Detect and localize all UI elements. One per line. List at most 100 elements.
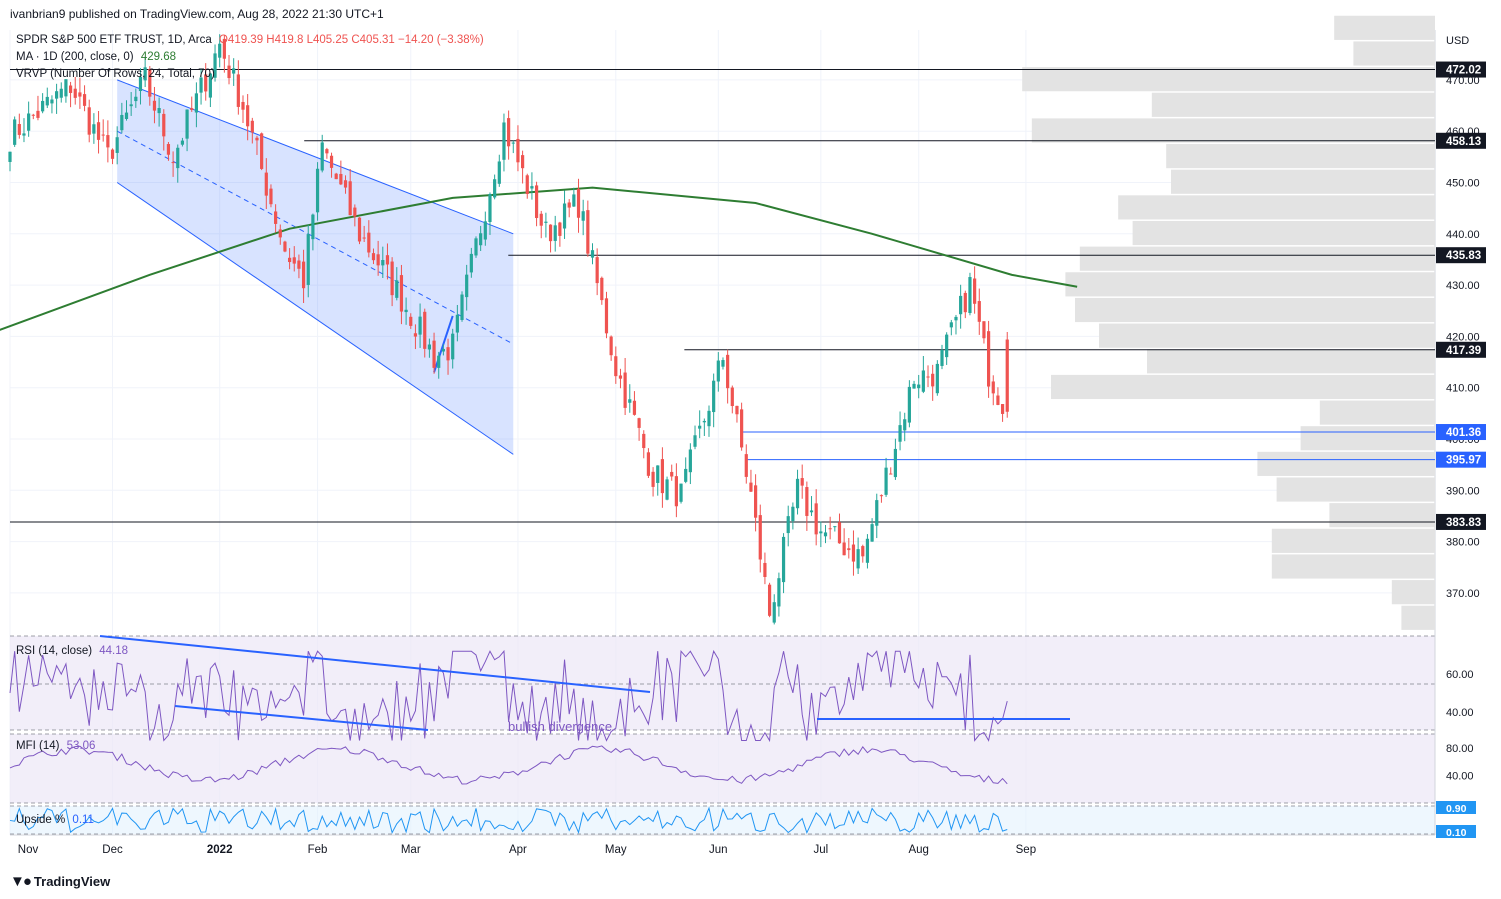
- candle-body: [889, 474, 892, 475]
- candle-body: [940, 350, 943, 366]
- candle-body: [968, 277, 971, 313]
- time-tick-label: 2022: [207, 844, 233, 856]
- candle-body: [255, 138, 258, 141]
- candle-body: [493, 179, 496, 197]
- candle-body: [987, 331, 990, 386]
- candle-body: [246, 105, 249, 126]
- upside-legend[interactable]: Upside % 0.11: [16, 814, 94, 826]
- candle-body: [684, 469, 687, 482]
- candle-body: [791, 507, 794, 521]
- candle-body: [614, 356, 617, 376]
- candle-body: [633, 401, 636, 415]
- candle-body: [321, 142, 324, 170]
- candle-body: [745, 454, 748, 477]
- candle-body: [381, 260, 384, 265]
- candle-body: [316, 169, 319, 213]
- volume-profile-row: [1329, 503, 1435, 527]
- candle-body: [88, 107, 91, 134]
- candle-body: [344, 180, 347, 187]
- bullish-divergence-label: bullish divergence: [508, 719, 612, 734]
- candle-body: [386, 255, 389, 264]
- candle-body: [116, 137, 119, 153]
- candle-body: [274, 211, 277, 223]
- candle-body: [782, 537, 785, 582]
- candle-body: [857, 549, 860, 568]
- symbol-title: SPDR S&P 500 ETF TRUST, 1D, Arca: [16, 34, 212, 46]
- candle-body: [302, 262, 305, 289]
- rsi-legend[interactable]: RSI (14, close) 44.18: [16, 645, 128, 657]
- candle-body: [460, 295, 463, 320]
- candle-body: [349, 181, 352, 215]
- candle-body: [996, 396, 999, 405]
- candle-body: [46, 97, 49, 106]
- candle-body: [269, 189, 272, 205]
- candle-body: [749, 483, 752, 492]
- price-tick-label: 390.00: [1446, 485, 1480, 497]
- candle-body: [596, 257, 599, 283]
- candle-body: [474, 238, 477, 255]
- candle-body: [260, 133, 263, 169]
- candle-body: [241, 102, 244, 110]
- candle-body: [526, 175, 529, 194]
- volume-profile-row: [1166, 144, 1435, 168]
- candle-body: [18, 124, 21, 135]
- ma-value: 429.68: [141, 51, 176, 63]
- candle-body: [726, 355, 729, 388]
- candle-body: [55, 91, 58, 98]
- candle-body: [796, 479, 799, 508]
- candle-body: [227, 66, 230, 78]
- candle-body: [414, 333, 417, 336]
- time-tick-label: May: [605, 844, 627, 856]
- level-price-label: 401.36: [1446, 427, 1481, 439]
- candle-body: [97, 122, 100, 140]
- time-tick-label: Apr: [509, 844, 527, 856]
- vrvp-legend[interactable]: VRVP (Number Of Rows, 24, Total, 70): [16, 68, 215, 80]
- symbol-legend[interactable]: SPDR S&P 500 ETF TRUST, 1D, Arca O419.39…: [16, 34, 484, 46]
- candle-body: [600, 278, 603, 300]
- ma-legend[interactable]: MA · 1D (200, close, 0) 429.68: [16, 51, 176, 63]
- candle-body: [838, 522, 841, 543]
- level-price-label: 472.02: [1446, 65, 1481, 77]
- level-price-label: 435.83: [1446, 250, 1481, 262]
- candle-body: [237, 74, 240, 107]
- upside-tick-label: 0.10: [1446, 827, 1467, 839]
- candle-body: [418, 317, 421, 335]
- candle-body: [232, 68, 235, 73]
- candle-body: [675, 476, 678, 506]
- mfi-value: 53.06: [67, 740, 96, 752]
- volume-profile-row: [1080, 247, 1435, 271]
- candle-body: [819, 531, 822, 533]
- candle-body: [512, 143, 515, 144]
- level-price-label: 383.83: [1446, 517, 1481, 529]
- candle-body: [712, 381, 715, 412]
- candle-body: [22, 133, 25, 135]
- candle-body: [8, 152, 11, 162]
- candle-body: [1006, 340, 1009, 412]
- candle-body: [134, 97, 137, 101]
- candle-body: [251, 121, 254, 133]
- candle-body: [167, 144, 170, 155]
- time-tick-label: Feb: [308, 844, 328, 856]
- mfi-legend[interactable]: MFI (14) 53.06: [16, 740, 95, 752]
- candle-body: [50, 99, 53, 103]
- time-tick-label: Jun: [709, 844, 728, 856]
- candle-body: [624, 373, 627, 408]
- candle-body: [577, 189, 580, 218]
- candle-body: [405, 310, 408, 312]
- candle-body: [176, 148, 179, 168]
- candle-body: [582, 211, 585, 220]
- candle-body: [721, 360, 724, 367]
- candle-body: [339, 174, 342, 184]
- candle-body: [465, 275, 468, 297]
- level-price-label: 417.39: [1446, 345, 1481, 357]
- candle-body: [642, 434, 645, 448]
- time-tick-label: Dec: [102, 844, 123, 856]
- volume-profile-row: [1051, 375, 1435, 399]
- candle-body: [13, 119, 16, 144]
- tradingview-brand[interactable]: ▼● TradingView: [10, 873, 110, 890]
- candle-body: [507, 118, 510, 146]
- candle-body: [488, 194, 491, 222]
- volume-profile-row: [1075, 298, 1435, 322]
- candle-body: [908, 387, 911, 423]
